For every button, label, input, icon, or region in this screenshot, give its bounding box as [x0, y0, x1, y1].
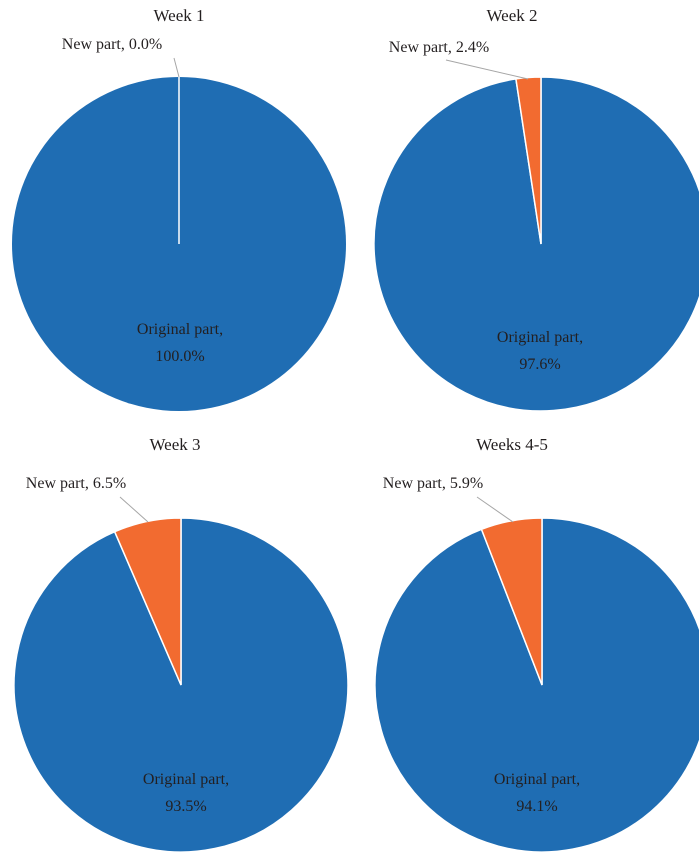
- pie-chart-3: Week 3 New part, 6.5% Original part, 93.5%: [13, 435, 349, 852]
- pie-chart-4: Weeks 4-5 New part, 5.9% Original part, 94.…: [374, 435, 699, 852]
- data-label-new-part: New part, 2.4%: [389, 39, 489, 56]
- pie-chart-1: Week 1 New part, 0.0% Original part, 100.0%: [12, 6, 346, 411]
- data-label-original-part-value: 93.5%: [165, 798, 206, 815]
- chart-title: Week 3: [149, 435, 200, 454]
- data-label-original-part: Original part,: [497, 329, 583, 346]
- chart-title: Week 1: [153, 6, 204, 25]
- leader-line: [445, 59, 529, 80]
- pie-slice-original-part: [374, 517, 699, 852]
- data-label-new-part: New part, 5.9%: [383, 475, 483, 492]
- data-label-original-part-value: 100.0%: [155, 348, 204, 365]
- pie-slice-new-part: [515, 76, 542, 245]
- chart-title: Weeks 4-5: [476, 435, 548, 454]
- data-label-original-part: Original part,: [143, 771, 229, 788]
- data-label-new-part: New part, 0.0%: [62, 36, 162, 53]
- pie-chart-2: Week 2 New part, 2.4% Original part, 97.6%: [373, 6, 699, 412]
- pie-slice-original-part: [373, 76, 699, 412]
- data-label-original-part: Original part,: [137, 321, 223, 338]
- data-label-original-part-value: 94.1%: [516, 798, 557, 815]
- leader-line: [173, 57, 180, 78]
- chart-title: Week 2: [486, 6, 537, 25]
- data-label-original-part-value: 97.6%: [519, 356, 560, 373]
- leader-line: [119, 496, 149, 523]
- data-label-original-part: Original part,: [494, 771, 580, 788]
- data-label-new-part: New part, 6.5%: [26, 475, 126, 492]
- leader-line: [476, 496, 514, 523]
